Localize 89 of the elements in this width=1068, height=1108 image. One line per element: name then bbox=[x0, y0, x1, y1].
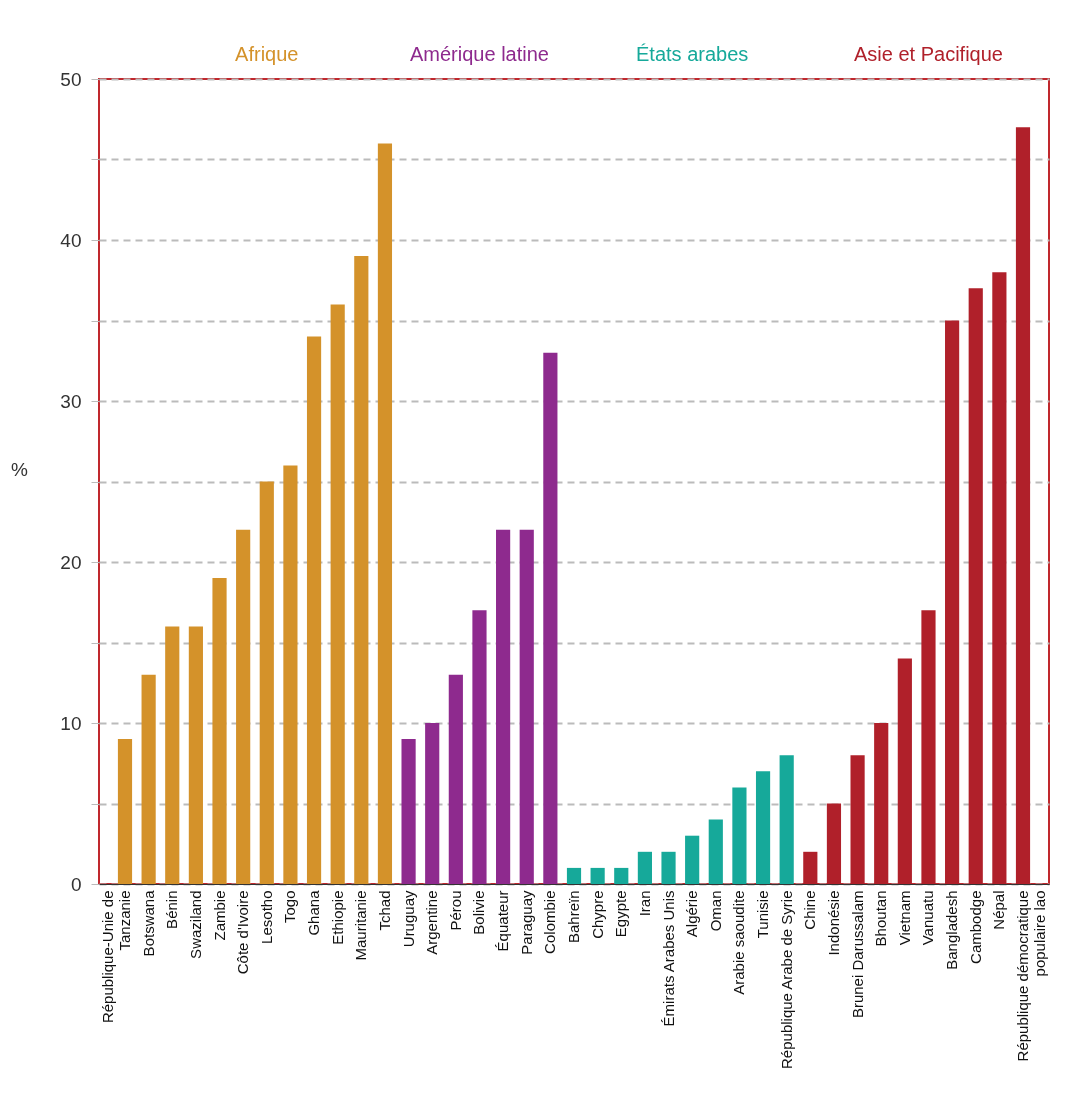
x-tick-label: Bénin bbox=[163, 890, 181, 929]
bar bbox=[921, 610, 936, 884]
x-tick-label: Pérou bbox=[446, 890, 464, 931]
bar bbox=[141, 674, 156, 884]
x-tick-label: République Arabe de Syrie bbox=[777, 890, 795, 1069]
x-tick-label: Argentine bbox=[423, 890, 441, 955]
x-tick-label: Ethiopie bbox=[328, 890, 346, 945]
x-tick-label: Équateur bbox=[494, 890, 512, 952]
text: Afrique bbox=[235, 43, 299, 65]
y-tick-label: 30 bbox=[60, 390, 82, 412]
x-tick-label: Ghana bbox=[305, 889, 323, 936]
bar bbox=[165, 626, 180, 884]
text: Amérique latine bbox=[409, 43, 549, 65]
x-tick-label: Iran bbox=[635, 890, 653, 917]
bar bbox=[708, 819, 723, 884]
x-tick-label: Oman bbox=[706, 890, 724, 932]
bar bbox=[614, 867, 629, 884]
x-tick-label: Arabie saoudite bbox=[730, 890, 748, 995]
bar bbox=[826, 803, 842, 884]
x-tick-label: Émirats Arabes Unis bbox=[659, 890, 677, 1027]
y-tick-label: 50 bbox=[60, 68, 82, 90]
bar bbox=[1015, 127, 1031, 884]
bar bbox=[661, 851, 676, 884]
bar bbox=[306, 336, 322, 884]
x-tick-label: Togo bbox=[281, 890, 299, 924]
y-axis-title: % bbox=[11, 458, 29, 480]
bar bbox=[897, 658, 912, 884]
text: Asie et Pacifique bbox=[853, 43, 1003, 65]
bar bbox=[637, 851, 652, 884]
x-tick-label: Algérie bbox=[683, 890, 701, 938]
bar bbox=[283, 465, 298, 884]
x-tick-label: Mauritanie bbox=[352, 890, 370, 961]
bar bbox=[779, 755, 794, 884]
x-tick-label: Uruguay bbox=[399, 890, 417, 948]
bar bbox=[330, 304, 345, 884]
x-tick-label: Chypre bbox=[588, 890, 606, 939]
bar bbox=[732, 787, 747, 884]
y-tick-label: 10 bbox=[60, 712, 82, 734]
bar bbox=[354, 256, 369, 884]
x-tick-label: Indonésie bbox=[824, 890, 842, 956]
x-tick-label: Chine bbox=[801, 890, 819, 930]
bar bbox=[945, 320, 960, 884]
bar bbox=[803, 851, 818, 884]
y-tick-label: 40 bbox=[60, 229, 82, 251]
bar bbox=[259, 481, 274, 884]
x-tick-label: Lesotho bbox=[257, 890, 275, 944]
x-tick-label: Bhoutan bbox=[872, 890, 890, 947]
bar bbox=[992, 272, 1007, 884]
bar bbox=[117, 739, 133, 884]
x-tick-label: Botswana bbox=[139, 889, 157, 957]
bar bbox=[543, 352, 558, 884]
bar bbox=[188, 626, 203, 884]
y-tick-label: 0 bbox=[70, 873, 82, 895]
bar bbox=[496, 529, 511, 884]
x-tick-label: Tunisie bbox=[754, 890, 772, 939]
text: États arabes bbox=[636, 43, 749, 65]
x-tick-label: Népal bbox=[990, 890, 1008, 930]
bar bbox=[236, 529, 251, 884]
x-tick-label: Bahreïn bbox=[565, 890, 582, 944]
x-tick-label: Tchad bbox=[375, 890, 393, 931]
bar bbox=[850, 755, 865, 884]
x-tick-label: Egypte bbox=[612, 890, 630, 938]
x-tick-label: Vanuatu bbox=[919, 890, 937, 946]
x-tick-label: Paraguay bbox=[517, 890, 535, 955]
x-tick-label: Bangladesh bbox=[943, 890, 961, 970]
x-tick-label: Vietnam bbox=[895, 890, 913, 946]
bar bbox=[472, 610, 487, 884]
bar bbox=[968, 288, 983, 884]
bar bbox=[874, 723, 889, 884]
bar bbox=[590, 867, 605, 884]
x-tick-label: Colombie bbox=[541, 890, 559, 954]
bar bbox=[212, 578, 227, 884]
bar bbox=[685, 835, 700, 884]
bar bbox=[519, 529, 534, 884]
x-tick-label: Brunei Darussalam bbox=[848, 890, 866, 1019]
bar bbox=[377, 143, 393, 884]
bar bbox=[755, 771, 771, 884]
y-tick-label: 20 bbox=[60, 551, 82, 573]
x-tick-label: République-Unie de Tanzanie bbox=[99, 890, 133, 1024]
bar bbox=[425, 723, 440, 884]
x-tick-label: Côte d'Ivoire bbox=[234, 890, 252, 975]
x-tick-label: Cambodge bbox=[966, 890, 984, 964]
x-tick-label: Swaziland bbox=[186, 890, 204, 959]
bar bbox=[566, 867, 582, 884]
x-tick-label: République démocratique populaire lao bbox=[1014, 890, 1049, 1062]
bar bbox=[448, 674, 463, 884]
x-tick-label: Bolivie bbox=[470, 890, 488, 935]
bar bbox=[401, 739, 416, 884]
x-tick-label: Zambie bbox=[210, 890, 228, 941]
